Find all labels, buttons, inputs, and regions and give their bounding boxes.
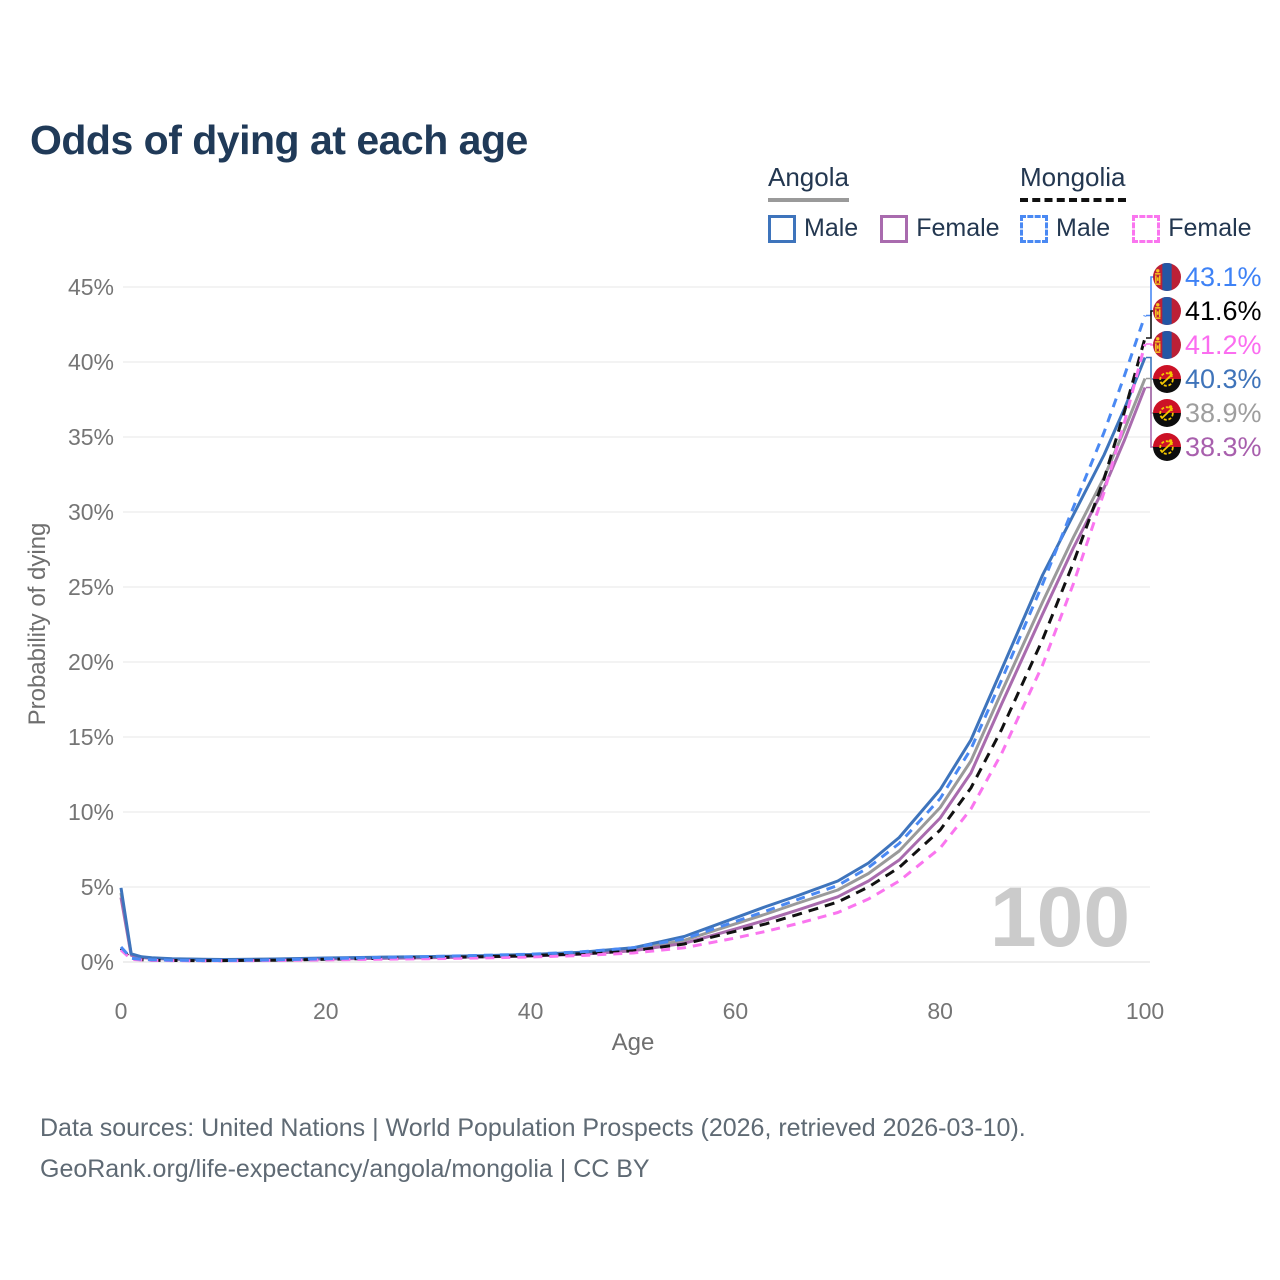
footer-datasource: Data sources: United Nations | World Pop…: [40, 1114, 1026, 1142]
end-label-value-angola-male: 40.3%: [1185, 364, 1262, 394]
y-tick-label: 40%: [68, 349, 114, 375]
legend-item-angola-female[interactable]: Female: [880, 214, 1000, 243]
legend: Angola Male Female Mongolia Male Female: [0, 0, 1280, 250]
mongolia-female-swatch-icon: [1132, 214, 1161, 243]
legend-item-label: Female: [916, 214, 1000, 242]
y-tick-label: 15%: [68, 724, 114, 750]
legend-country-mongolia[interactable]: Mongolia: [1020, 162, 1126, 202]
end-label-value-mongolia-female: 41.2%: [1185, 330, 1262, 360]
x-tick-label: 80: [927, 998, 953, 1024]
legend-item-angola-male[interactable]: Male: [768, 214, 858, 243]
mongolia-flag-icon: [1153, 263, 1181, 291]
legend-item-label: Female: [1168, 214, 1252, 242]
y-tick-label: 10%: [68, 799, 114, 825]
age-watermark: 100: [990, 870, 1130, 964]
angola-flag-icon: [1153, 365, 1181, 393]
series-line-mongolia-all[interactable]: [119, 337, 1147, 963]
angola-flag-icon: [1153, 433, 1181, 461]
angola-female-swatch-icon: [880, 214, 909, 243]
y-axis-title: Probability of dying: [24, 523, 51, 726]
y-tick-label: 20%: [68, 649, 114, 675]
x-tick-label: 0: [115, 998, 128, 1024]
legend-group-mongolia: Mongolia Male Female: [1020, 162, 1252, 243]
y-tick-label: 25%: [68, 574, 114, 600]
x-axis-title: Age: [612, 1029, 655, 1056]
angola-male-swatch-icon: [768, 214, 796, 243]
legend-country-angola[interactable]: Angola: [768, 162, 849, 202]
x-tick-label: 40: [518, 998, 544, 1024]
y-tick-label: 35%: [68, 424, 114, 450]
footer-attribution: GeoRank.org/life-expectancy/angola/mongo…: [40, 1155, 650, 1183]
legend-item-mongolia-female[interactable]: Female: [1132, 214, 1252, 243]
end-label-value-mongolia-male: 43.1%: [1185, 262, 1262, 292]
footer: Data sources: United Nations | World Pop…: [40, 1108, 1026, 1190]
mongolia-male-swatch-icon: [1020, 214, 1048, 243]
y-tick-label: 0%: [81, 949, 114, 975]
end-label-value-angola-all: 38.9%: [1185, 398, 1262, 428]
y-tick-label: 30%: [68, 499, 114, 525]
x-tick-label: 100: [1126, 998, 1164, 1024]
angola-flag-icon: [1153, 399, 1181, 427]
legend-item-mongolia-male[interactable]: Male: [1020, 214, 1110, 243]
end-label-value-mongolia-all: 41.6%: [1185, 296, 1262, 326]
series-line-mongolia-male[interactable]: [119, 315, 1147, 962]
end-label-value-angola-female: 38.3%: [1185, 432, 1262, 462]
legend-group-angola: Angola Male Female: [768, 162, 1000, 243]
y-tick-label: 45%: [68, 274, 114, 300]
legend-item-label: Male: [804, 214, 859, 242]
mongolia-flag-icon: [1153, 297, 1181, 325]
legend-item-label: Male: [1056, 214, 1111, 242]
mongolia-flag-icon: [1153, 331, 1181, 359]
x-tick-label: 60: [723, 998, 749, 1024]
y-tick-label: 5%: [81, 874, 114, 900]
page-title: Odds of dying at each age: [30, 117, 528, 164]
x-tick-label: 20: [313, 998, 339, 1024]
